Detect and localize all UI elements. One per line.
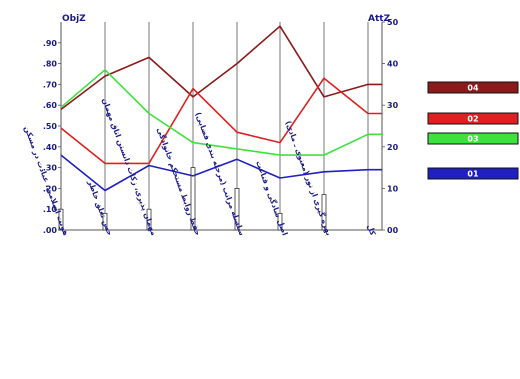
right-tick-label: 40	[387, 60, 399, 69]
bar	[146, 208, 152, 231]
bar	[102, 212, 108, 231]
left-tick-label: .40	[43, 143, 58, 152]
right-tick-label: 30	[387, 101, 399, 110]
left-tick-label: .50	[43, 122, 58, 131]
left-tick-label: .80	[43, 60, 58, 69]
legend-label-01: 01	[467, 170, 479, 179]
left-tick-label: .60	[43, 101, 58, 110]
legend-label-03: 03	[467, 135, 478, 144]
legend-label-04: 04	[467, 84, 479, 93]
legend-swatch-02	[427, 112, 519, 125]
left-tick-label: .00	[43, 226, 58, 235]
left-axis-title: ObjZ	[62, 14, 86, 24]
series-line-03	[60, 69, 382, 156]
bar	[234, 187, 240, 231]
bar	[277, 212, 283, 231]
left-tick-label: .10	[43, 205, 58, 214]
bar	[321, 194, 327, 231]
bar	[58, 208, 64, 231]
left-tick-label: .70	[43, 80, 58, 89]
right-tick-label: 20	[387, 143, 399, 152]
series-line-02	[60, 77, 382, 165]
right-axis-title: AttZ	[368, 14, 391, 24]
legend-swatch-03	[427, 132, 519, 145]
series-line-01	[60, 154, 382, 192]
bar	[190, 167, 196, 231]
left-tick-label: .90	[43, 39, 58, 48]
right-tick-label: 50	[387, 18, 399, 27]
series-line-04	[60, 25, 382, 111]
right-tick-label: 10	[387, 184, 399, 193]
right-tick-label: 00	[387, 226, 399, 235]
legend-label-02: 02	[467, 115, 478, 124]
left-tick-label: .30	[43, 164, 58, 173]
legend-swatch-04	[427, 81, 519, 94]
left-tick-label: .20	[43, 184, 58, 193]
legend-swatch-01	[427, 167, 519, 180]
category-label: کل	[365, 223, 377, 237]
